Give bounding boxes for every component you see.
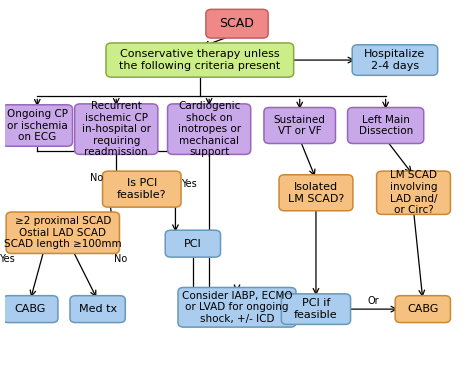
FancyBboxPatch shape [352,45,438,75]
FancyBboxPatch shape [106,43,294,77]
Text: Yes: Yes [0,254,15,264]
Text: No: No [90,173,103,183]
FancyBboxPatch shape [395,296,450,322]
Text: Consider IABP, ECMO
or LVAD for ongoing
shock, +/- ICD: Consider IABP, ECMO or LVAD for ongoing … [182,291,292,324]
Text: Recurrent
ischemic CP
in-hospital or
requiring
readmission: Recurrent ischemic CP in-hospital or req… [82,101,151,157]
Text: Med tx: Med tx [79,304,117,314]
Text: Conservative therapy unless
the following criteria present: Conservative therapy unless the followin… [119,49,281,71]
FancyBboxPatch shape [2,105,73,146]
FancyBboxPatch shape [376,171,450,214]
Text: PCI if
feasible: PCI if feasible [294,298,338,320]
Text: Sustained
VT or VF: Sustained VT or VF [274,115,326,136]
Text: Left Main
Dissection: Left Main Dissection [358,115,413,136]
FancyBboxPatch shape [347,108,424,144]
Text: Is PCI
feasible?: Is PCI feasible? [117,178,166,200]
FancyBboxPatch shape [74,104,158,154]
Text: CABG: CABG [407,304,438,314]
FancyBboxPatch shape [282,294,351,324]
FancyBboxPatch shape [206,9,268,38]
Text: Isolated
LM SCAD?: Isolated LM SCAD? [288,182,344,204]
FancyBboxPatch shape [165,230,220,257]
Text: PCI: PCI [184,239,202,249]
Text: No: No [114,254,127,264]
FancyBboxPatch shape [102,171,181,207]
Text: CABG: CABG [15,304,46,314]
FancyBboxPatch shape [264,108,336,144]
FancyBboxPatch shape [167,104,251,154]
FancyBboxPatch shape [279,175,353,211]
Text: SCAD: SCAD [219,17,255,30]
Text: Cardiogenic
shock on
inotropes or
mechanical
support: Cardiogenic shock on inotropes or mechan… [178,101,241,157]
Text: Ongoing CP
or ischemia
on ECG: Ongoing CP or ischemia on ECG [7,109,68,142]
FancyBboxPatch shape [70,296,125,322]
Text: Yes: Yes [181,179,196,189]
FancyBboxPatch shape [6,212,119,253]
Text: LM SCAD
involving
LAD and/
or Circ?: LM SCAD involving LAD and/ or Circ? [390,170,438,215]
Text: ≥2 proximal SCAD
Ostial LAD SCAD
SCAD length ≥100mm: ≥2 proximal SCAD Ostial LAD SCAD SCAD le… [4,216,122,249]
Text: Hospitalize
2-4 days: Hospitalize 2-4 days [365,49,426,71]
Text: Or: Or [367,296,379,306]
FancyBboxPatch shape [178,288,296,327]
FancyBboxPatch shape [3,296,58,322]
